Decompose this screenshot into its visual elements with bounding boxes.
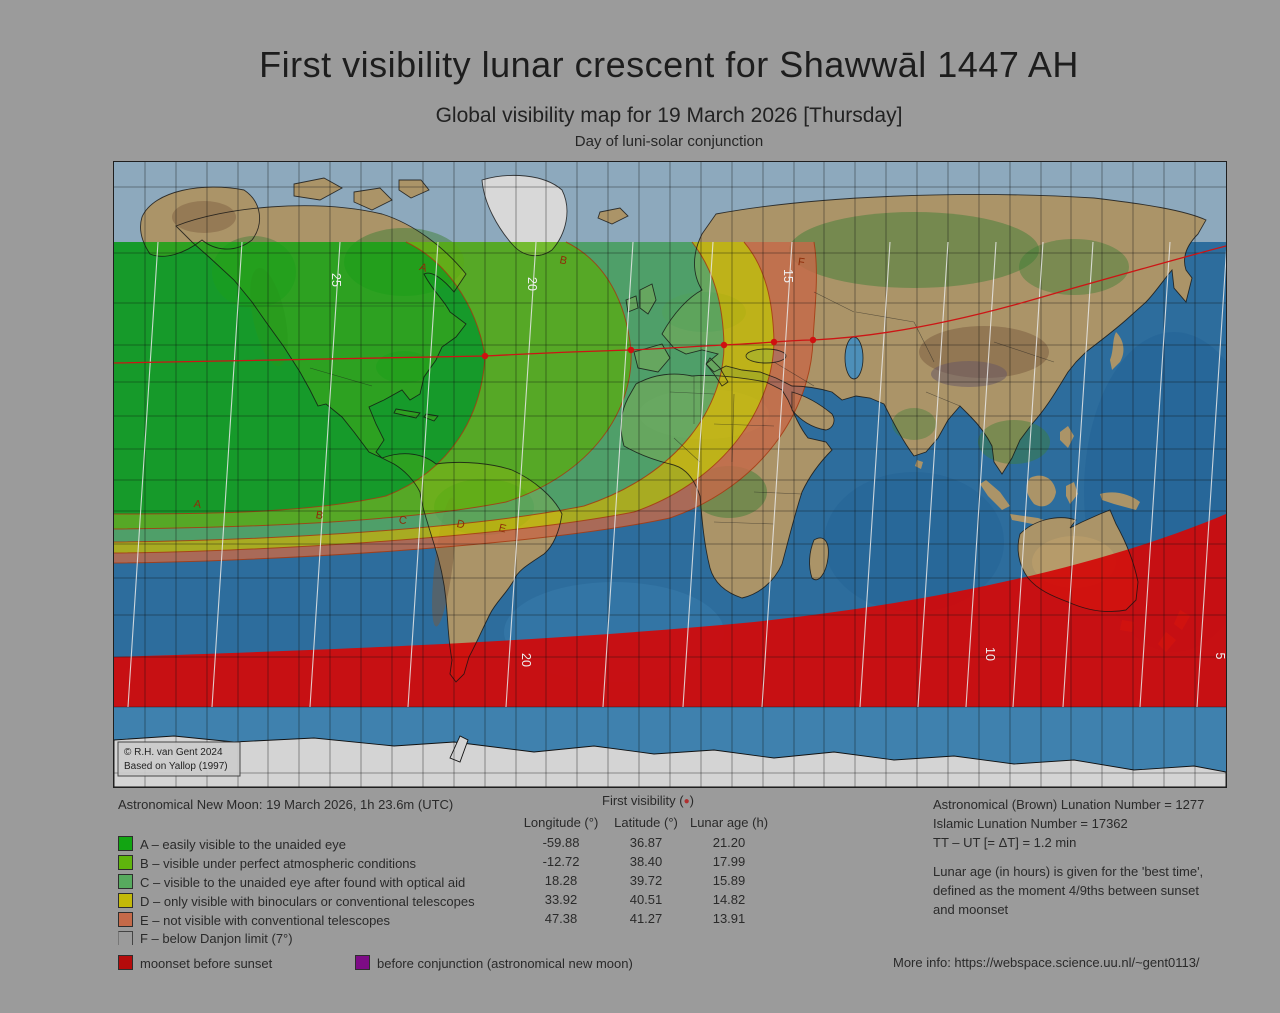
legend-item-moonset: moonset before sunset	[118, 955, 272, 971]
legend-item-a: A – easily visible to the unaided eye	[118, 836, 346, 852]
red-dot-icon: ●	[683, 796, 690, 807]
page-subtitle-2: Day of luni-solar conjunction	[574, 133, 764, 150]
graticule-parallels	[114, 186, 1226, 774]
map-svg: A B F A B C D E 25 20 15 20 10 5 © R.H. …	[114, 162, 1226, 787]
zone-boundaries	[114, 241, 817, 564]
lunar-age-note-1: Lunar age (in hours) is given for the 'b…	[933, 864, 1204, 879]
zone-letter-f-top: F	[797, 256, 806, 269]
new-moon-statement: Astronomical New Moon: 19 March 2026, 1h…	[118, 797, 454, 812]
sumatra	[980, 480, 1010, 510]
iceland	[598, 208, 628, 224]
legend-label-f: F – below Danjon limit (7°)	[140, 931, 293, 946]
lunation-number-islamic: Islamic Lunation Number = 17362	[933, 816, 1128, 831]
legend-swatch-a	[118, 836, 133, 851]
legend-label-d: D – only visible with binoculars or conv…	[140, 894, 475, 909]
philippines	[1060, 426, 1074, 448]
col-lunar-age: Lunar age (h)	[689, 815, 769, 830]
table-title: First visibility (●)	[602, 793, 694, 808]
copyright-line-1: © R.H. van Gent 2024	[124, 747, 223, 758]
japan	[1110, 332, 1124, 370]
sulawesi	[1066, 482, 1078, 504]
new-guinea	[1100, 492, 1140, 510]
zone-letter-a-top: A	[418, 261, 429, 275]
arctic-islands	[294, 178, 429, 210]
legend-swatch-before-conjunction	[355, 955, 370, 970]
legend-item-c: C – visible to the unaided eye after fou…	[118, 874, 465, 890]
contour-label-20-bot: 20	[519, 653, 533, 667]
contour-label-20-top: 20	[525, 277, 539, 291]
caspian-sea	[845, 337, 863, 379]
legend-label-b: B – visible under perfect atmospheric co…	[140, 856, 417, 871]
legend-item-before-conjunction: before conjunction (astronomical new moo…	[355, 955, 633, 971]
col-latitude: Latitude (°)	[614, 815, 678, 830]
legend-swatch-c	[118, 874, 133, 889]
copyright-box: © R.H. van Gent 2024 Based on Yallop (19…	[117, 741, 241, 777]
lunar-age-note-3: and moonset	[933, 902, 1009, 917]
legend-item-d: D – only visible with binoculars or conv…	[118, 893, 475, 909]
legend-item-b: B – visible under perfect atmospheric co…	[118, 855, 416, 871]
legend-item-f: F – below Danjon limit (7°)	[118, 931, 293, 947]
copyright-line-2: Based on Yallop (1997)	[124, 761, 228, 772]
contour-label-5: 5	[1213, 653, 1226, 660]
legend-label-a: A – easily visible to the unaided eye	[140, 837, 346, 852]
legend-label-moonset: moonset before sunset	[140, 956, 273, 971]
legend-swatch-f	[118, 931, 133, 945]
contour-label-25: 25	[329, 273, 343, 287]
world-visibility-map: A B F A B C D E 25 20 15 20 10 5 © R.H. …	[113, 161, 1227, 788]
legend-item-e: E – not visible with conventional telesc…	[118, 912, 390, 928]
zone-letter-c-bot: C	[398, 514, 408, 527]
contour-label-10: 10	[983, 647, 997, 661]
legend-label-e: E – not visible with conventional telesc…	[140, 913, 391, 928]
more-info-link[interactable]: More info: https://webspace.science.uu.n…	[893, 955, 1200, 970]
lunation-number-brown: Astronomical (Brown) Lunation Number = 1…	[933, 797, 1205, 812]
zone-letter-b-top: B	[558, 254, 568, 267]
zone-letter-e-bot: E	[497, 522, 507, 535]
zone-letter-b-bot: B	[315, 509, 324, 522]
zone-letter-d-bot: D	[456, 518, 466, 531]
delta-t: TT – UT [= ΔT] = 1.2 min	[933, 835, 1077, 850]
legend-label-before-conjunction: before conjunction (astronomical new moo…	[377, 956, 633, 971]
page-title: First visibility lunar crescent for Shaw…	[259, 44, 1079, 85]
lunar-age-contours	[127, 241, 1226, 708]
zone-letters: A B F A B C D E	[193, 254, 806, 535]
legend-swatch-moonset	[118, 955, 133, 970]
more-info-link-row: More info: https://webspace.science.uu.n…	[893, 955, 1200, 970]
first-visibility-dots	[481, 336, 817, 360]
legend-swatch-e	[118, 912, 133, 927]
legend-label-c: C – visible to the unaided eye after fou…	[140, 875, 466, 890]
col-longitude: Longitude (°)	[523, 815, 599, 830]
legend-swatch-b	[118, 855, 133, 870]
contour-labels: 25 20 15 20 10 5	[329, 269, 1226, 667]
ocean-texture	[824, 472, 1004, 612]
page-subtitle: Global visibility map for 19 March 2026 …	[435, 104, 903, 127]
antarctic-peninsula	[449, 735, 469, 763]
best-time-line	[114, 245, 1226, 364]
contour-label-15: 15	[781, 269, 795, 283]
zone-letter-a-bot: A	[193, 498, 203, 511]
lunar-age-note-2: defined as the moment 4/9ths between sun…	[933, 883, 1199, 898]
graticule-meridians	[144, 162, 1196, 787]
arabia	[792, 392, 834, 430]
legend-swatch-d	[118, 893, 133, 908]
